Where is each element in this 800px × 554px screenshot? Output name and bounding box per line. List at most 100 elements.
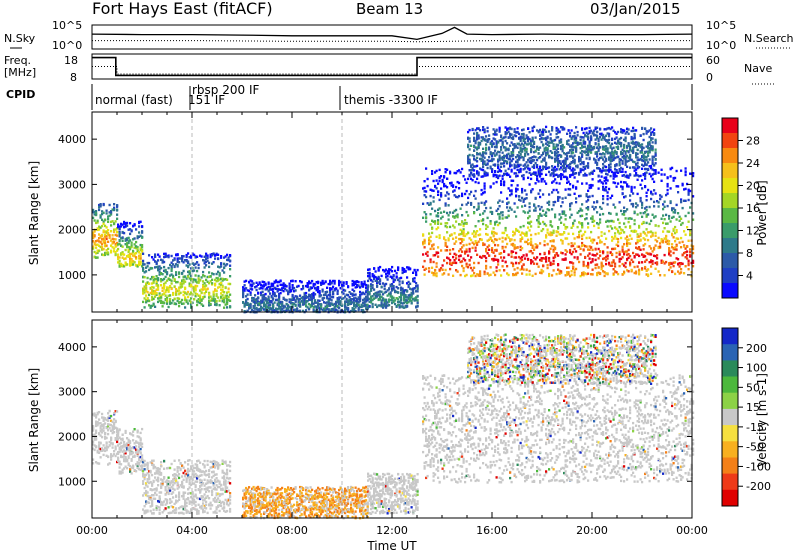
scatter-cell xyxy=(528,273,531,276)
scatter-cell xyxy=(494,173,497,177)
scatter-cell xyxy=(191,287,194,290)
scatter-cell xyxy=(158,270,161,274)
scatter-cell xyxy=(656,254,659,257)
scatter-cell xyxy=(98,225,101,228)
scatter-cell xyxy=(596,211,599,214)
scatter-cell xyxy=(510,159,513,162)
scatter-cell xyxy=(246,297,249,301)
scatter-cell xyxy=(288,282,291,285)
scatter-cell xyxy=(254,301,257,304)
scatter-cell xyxy=(326,301,329,304)
scatter-cell xyxy=(489,167,492,170)
scatter-cell xyxy=(116,231,119,234)
scatter-cell xyxy=(169,274,172,277)
scatter-cell xyxy=(101,210,104,213)
scatter-cell xyxy=(264,306,267,309)
scatter-cell xyxy=(545,256,548,259)
scatter-cell xyxy=(552,240,555,243)
scatter-cell xyxy=(573,271,576,274)
scatter-cell xyxy=(185,299,188,302)
scatter-cell xyxy=(587,189,590,192)
scatter-cell xyxy=(398,306,401,309)
scatter-cell xyxy=(93,210,96,214)
scatter-cell xyxy=(121,231,124,234)
scatter-cell xyxy=(662,221,665,225)
scatter-cell xyxy=(515,145,518,148)
scatter-cell xyxy=(416,268,419,272)
scatter-cell xyxy=(116,241,119,245)
nsearch-label: N.Search xyxy=(744,32,794,45)
scatter-cell xyxy=(338,302,341,306)
scatter-cell xyxy=(314,299,317,302)
scatter-cell xyxy=(296,309,299,312)
scatter-cell xyxy=(386,294,389,297)
scatter-cell xyxy=(332,279,335,283)
scatter-cell xyxy=(110,210,113,213)
scatter-cell xyxy=(98,203,101,207)
scatter-cell xyxy=(412,298,415,301)
scatter-cell xyxy=(533,166,536,169)
scatter-cell xyxy=(488,274,491,277)
scatter-cell xyxy=(488,254,491,257)
scatter-cell xyxy=(606,203,609,206)
scatter-cell xyxy=(611,252,614,256)
scatter-cell xyxy=(412,287,415,290)
scatter-cell xyxy=(459,237,462,241)
scatter-cell xyxy=(170,269,173,273)
scatter-cell xyxy=(114,228,117,231)
scatter-cell xyxy=(260,293,263,297)
scatter-cell xyxy=(597,180,600,183)
scatter-cell xyxy=(338,284,341,287)
scatter-cell xyxy=(566,271,569,274)
scatter-cell xyxy=(521,196,524,200)
scatter-cell xyxy=(525,147,528,151)
scatter-cell xyxy=(175,290,178,293)
scatter-cell xyxy=(388,268,391,272)
scatter-cell xyxy=(311,302,314,305)
scatter-cell xyxy=(522,156,525,159)
scatter-cell xyxy=(492,241,495,244)
scatter-cell xyxy=(383,287,386,291)
scatter-cell xyxy=(528,209,531,212)
scatter-cell xyxy=(284,287,287,290)
scatter-cell xyxy=(92,240,95,243)
scatter-cell xyxy=(172,299,175,302)
scatter-cell xyxy=(684,199,687,202)
scatter-cell xyxy=(504,238,507,241)
scatter-cell xyxy=(560,221,563,224)
scatter-cell xyxy=(545,161,548,165)
scatter-cell xyxy=(155,277,158,281)
scatter-cell xyxy=(167,278,170,281)
date-label: 03/Jan/2015 xyxy=(590,0,681,18)
scatter-cell xyxy=(542,177,545,181)
scatter-cell xyxy=(371,275,374,278)
scatter-cell xyxy=(530,220,533,223)
scatter-cell xyxy=(638,235,641,238)
scatter-cell xyxy=(663,262,666,265)
scatter-cell xyxy=(516,168,519,172)
scatter-cell xyxy=(200,303,203,306)
scatter-cell xyxy=(677,185,680,188)
scatter-cell xyxy=(633,210,636,213)
scatter-cell xyxy=(353,297,356,300)
scatter-cell xyxy=(575,197,578,200)
scatter-cell xyxy=(443,237,446,240)
scatter-cell xyxy=(512,230,515,233)
scatter-cell xyxy=(614,262,617,265)
scatter-cell xyxy=(540,229,543,233)
scatter-cell xyxy=(326,286,329,289)
scatter-cell xyxy=(102,241,105,244)
freq-right-tick-top: 60 xyxy=(706,54,720,67)
scatter-cell xyxy=(98,206,101,209)
scatter-cell xyxy=(542,193,545,196)
scatter-cell xyxy=(190,304,193,308)
scatter-cell xyxy=(359,294,362,297)
scatter-cell xyxy=(494,149,497,152)
scatter-cell xyxy=(510,184,513,187)
scatter-cell xyxy=(497,150,500,154)
scatter-cell xyxy=(154,260,157,263)
scatter-cell xyxy=(569,274,572,278)
scatter-cell xyxy=(477,207,480,210)
scatter-cell xyxy=(512,244,515,247)
scatter-cell xyxy=(321,288,324,291)
